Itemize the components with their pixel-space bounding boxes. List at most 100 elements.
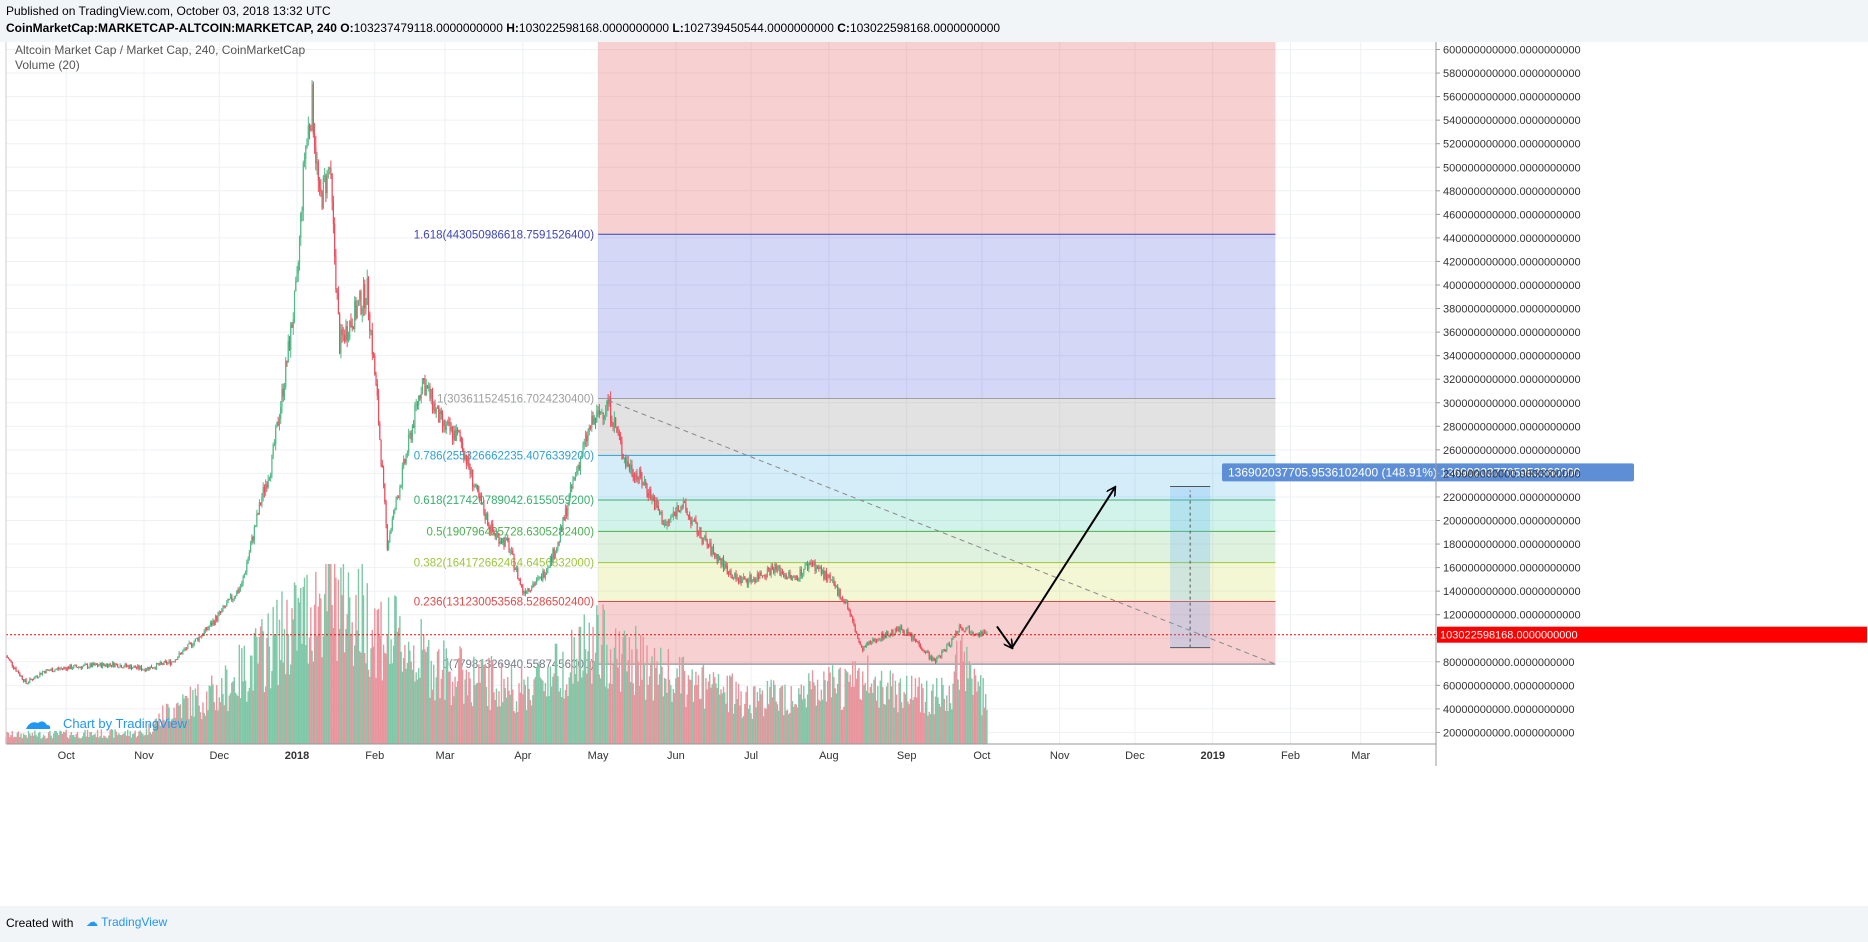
volume-bar	[902, 708, 904, 744]
candle	[780, 571, 782, 576]
candle	[278, 418, 281, 426]
candle	[661, 512, 663, 524]
candle	[154, 667, 156, 669]
candle	[431, 389, 434, 411]
candle	[100, 663, 102, 668]
volume-bar	[90, 731, 92, 744]
candle	[114, 663, 116, 667]
candle	[919, 645, 922, 649]
volume-bar	[721, 693, 723, 744]
candle	[336, 289, 338, 294]
volume-bar	[504, 688, 506, 744]
volume-bar	[173, 707, 175, 744]
price-chart[interactable]: 0(77981326940.5587456000)0.236(131230053…	[0, 35, 1868, 906]
volume-bar	[705, 678, 707, 744]
candle	[296, 273, 298, 282]
candle	[959, 625, 962, 628]
candle	[277, 421, 279, 426]
candle	[755, 578, 757, 583]
volume-bar	[70, 732, 72, 744]
volume-bar	[325, 564, 327, 744]
volume-bar	[686, 694, 688, 744]
volume-bar	[382, 644, 385, 744]
candle	[448, 422, 450, 424]
volume-bar	[25, 735, 27, 744]
volume-bar	[589, 661, 592, 744]
candle	[804, 564, 806, 569]
trend-line[interactable]	[607, 399, 1276, 665]
candle	[262, 486, 264, 498]
volume-bar	[666, 692, 668, 744]
candle	[640, 469, 642, 478]
candle	[76, 667, 79, 668]
arrow[interactable]	[996, 625, 1012, 647]
candle	[645, 481, 647, 485]
volume-bar	[278, 619, 281, 744]
candle	[592, 415, 594, 425]
candle	[379, 423, 381, 440]
high-value: 103022598168.0000000000	[518, 21, 670, 35]
candle	[59, 668, 61, 670]
candle	[398, 497, 400, 498]
candle	[387, 541, 390, 550]
candle	[525, 591, 528, 594]
y-tick-label: 380000000000.0000000000	[1443, 304, 1581, 316]
volume-bar	[78, 737, 80, 744]
volume-bar	[562, 651, 564, 744]
candle	[20, 675, 22, 677]
volume-bar	[803, 685, 805, 744]
volume-bar	[142, 733, 144, 744]
volume-bar	[857, 670, 859, 744]
y-tick-label: 520000000000.0000000000	[1443, 139, 1581, 151]
candle	[208, 626, 210, 629]
volume-bar	[68, 738, 70, 744]
volume-bar	[420, 619, 422, 744]
volume-bar	[31, 732, 34, 744]
volume-bar	[952, 683, 954, 744]
plot-area[interactable]	[6, 42, 1436, 744]
candle	[685, 502, 687, 511]
fib-level-label: 0.786(255326662235.4076339200)	[414, 450, 595, 462]
volume-bar	[424, 649, 426, 744]
candle	[367, 277, 370, 314]
candle	[682, 501, 684, 507]
chart-container[interactable]: 0(77981326940.5587456000) 0.236(131230053…	[0, 35, 1868, 906]
candle	[99, 663, 101, 666]
volume-bar	[233, 677, 235, 744]
volume-bar	[706, 689, 708, 744]
volume-bar	[84, 729, 86, 744]
volume-bar	[576, 658, 578, 744]
candle	[342, 334, 345, 336]
candle	[301, 210, 303, 213]
volume-bar	[966, 646, 968, 744]
candle	[313, 133, 316, 148]
candle	[89, 663, 91, 668]
tradingview-link[interactable]: ☁ TradingView	[86, 915, 167, 929]
arrow[interactable]	[1011, 488, 1115, 649]
candle	[145, 669, 148, 672]
volume-bar	[931, 690, 933, 744]
candle	[573, 476, 575, 480]
candle	[549, 556, 552, 567]
volume-bar	[520, 665, 523, 744]
candle	[756, 574, 758, 579]
tradingview-watermark[interactable]: Chart by TradingView	[26, 716, 188, 731]
info-bar: Published on TradingView.com, October 03…	[0, 0, 1868, 42]
candle	[194, 638, 197, 642]
volume-bar	[971, 678, 973, 744]
candle	[774, 563, 776, 574]
volume-bar	[100, 729, 103, 744]
candle	[15, 668, 17, 672]
volume-bar	[872, 692, 874, 744]
volume-bar	[99, 736, 101, 744]
volume-bar	[98, 737, 100, 744]
volume-bar	[810, 689, 813, 744]
volume-bar	[103, 735, 105, 744]
volume-bar	[675, 678, 677, 744]
volume-bar	[120, 735, 123, 744]
volume-bar	[333, 564, 336, 744]
volume-bar	[429, 697, 431, 744]
candle	[349, 321, 351, 339]
volume-bar	[200, 719, 203, 744]
candle	[325, 175, 327, 194]
